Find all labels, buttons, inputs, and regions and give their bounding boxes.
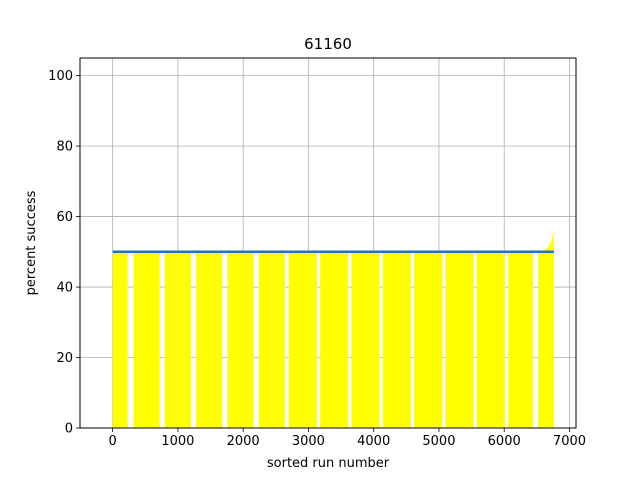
plot-frame	[79, 57, 577, 429]
y-tick-label-1: 20	[56, 351, 73, 366]
x-tick-label-3: 3000	[292, 434, 325, 449]
y-tick-label-0: 0	[65, 422, 73, 437]
y-tick-label-3: 60	[56, 210, 73, 225]
success-fill-area	[112, 227, 554, 428]
fill-segment-9	[382, 251, 411, 428]
x-tick-label-4: 4000	[357, 434, 390, 449]
x-tick-label-7: 7000	[553, 434, 586, 449]
x-tick-label-0: 0	[108, 434, 116, 449]
x-axis-label: sorted run number	[267, 456, 390, 471]
y-axis-ticks: 0 20 40 60 80 100	[48, 69, 80, 437]
fill-segment-5	[258, 251, 285, 428]
y-tick-label-2: 40	[56, 281, 73, 296]
fill-segment-4	[227, 251, 254, 428]
x-tick-label-6: 6000	[488, 434, 521, 449]
x-tick-label-2: 2000	[227, 434, 260, 449]
fill-segment-12	[476, 251, 505, 428]
fill-segment-1	[133, 251, 160, 428]
fill-tail-curve	[538, 227, 554, 428]
y-tick-label-4: 80	[56, 140, 73, 155]
x-tick-label-5: 5000	[422, 434, 455, 449]
y-axis-label: percent success	[24, 190, 39, 295]
fill-segment-6	[288, 251, 317, 428]
fill-segment-11	[445, 251, 474, 428]
fill-segment-13	[508, 251, 533, 428]
y-tick-label-5: 100	[48, 69, 73, 84]
fill-segment-10	[414, 251, 443, 428]
fill-segment-0	[112, 251, 128, 428]
x-tick-label-1: 1000	[161, 434, 194, 449]
fill-segment-8	[351, 251, 380, 428]
chart-title: 61160	[304, 35, 352, 53]
x-axis-ticks: 0 1000 2000 3000 4000 5000 6000 7000	[108, 428, 586, 449]
fill-segment-2	[164, 251, 191, 428]
fill-segment-3	[196, 251, 223, 428]
fill-segment-7	[320, 251, 349, 428]
